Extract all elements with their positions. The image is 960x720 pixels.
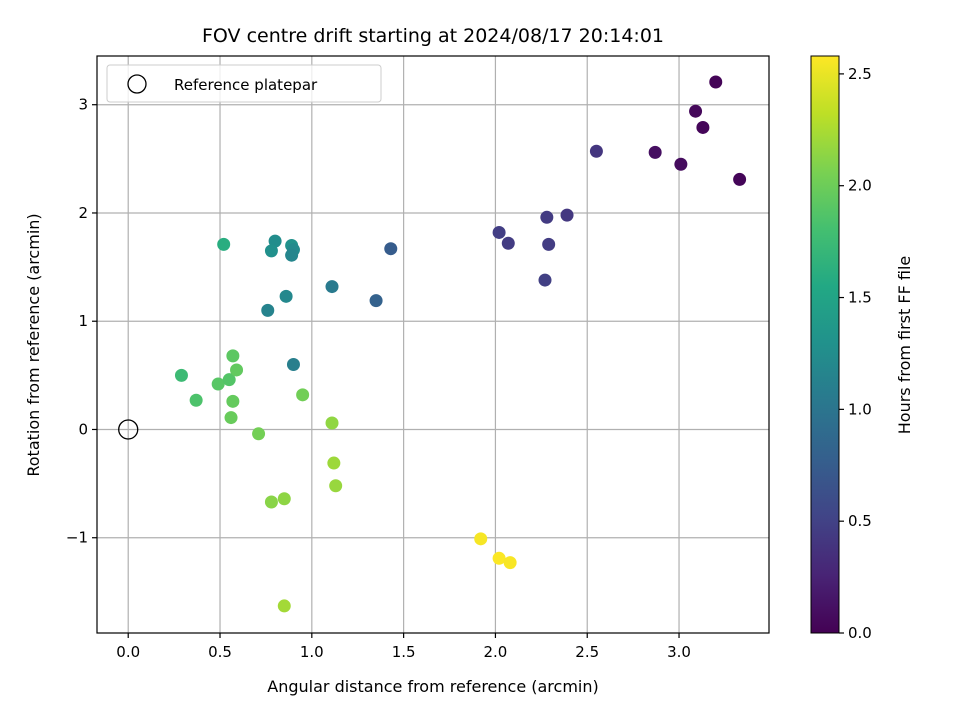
y-tick-label: 3 bbox=[78, 96, 88, 114]
data-point bbox=[211, 377, 225, 391]
data-point bbox=[252, 427, 266, 441]
data-point bbox=[222, 373, 236, 387]
colorbar-label: Hours from first FF file bbox=[895, 256, 914, 435]
data-point bbox=[327, 456, 341, 470]
data-point bbox=[189, 393, 203, 407]
data-point bbox=[733, 172, 747, 186]
data-point bbox=[540, 210, 554, 224]
colorbar-tick-label: 2.0 bbox=[848, 177, 872, 195]
data-point bbox=[224, 411, 238, 425]
legend: Reference platepar bbox=[106, 64, 382, 103]
data-point bbox=[369, 294, 383, 308]
y-tick-label: 0 bbox=[78, 420, 88, 438]
colorbar-tick-label: 1.5 bbox=[848, 289, 872, 307]
x-tick-label: 0.0 bbox=[116, 643, 140, 661]
y-tick-label: −1 bbox=[66, 529, 88, 547]
data-point bbox=[384, 242, 398, 256]
data-point bbox=[296, 388, 310, 402]
data-point bbox=[325, 280, 339, 294]
data-point bbox=[689, 104, 703, 118]
data-point bbox=[589, 144, 603, 158]
data-point bbox=[709, 75, 723, 89]
chart-title: FOV centre drift starting at 2024/08/17 … bbox=[202, 25, 664, 47]
colorbar-tick-label: 0.5 bbox=[848, 512, 872, 530]
x-tick-label: 1.0 bbox=[300, 643, 324, 661]
legend-reference-marker bbox=[127, 74, 147, 94]
colorbar: 0.0 0.5 1.0 1.5 2.0 2.5 Hours from first FF f… bbox=[810, 55, 914, 642]
data-point bbox=[501, 236, 515, 250]
data-point bbox=[279, 289, 293, 303]
data-point bbox=[325, 416, 339, 430]
colorbar-tick-label: 1.0 bbox=[848, 400, 872, 418]
legend-entry-reference: Reference platepar bbox=[174, 76, 318, 94]
data-point bbox=[277, 599, 291, 613]
colorbar-tick-label: 2.5 bbox=[848, 65, 872, 83]
data-point bbox=[286, 358, 300, 372]
data-point bbox=[264, 495, 278, 509]
x-tick-label: 2.0 bbox=[483, 643, 507, 661]
data-point bbox=[542, 237, 556, 251]
data-point bbox=[277, 492, 291, 506]
x-tick-label: 2.5 bbox=[575, 643, 599, 661]
data-point bbox=[329, 479, 343, 493]
data-point bbox=[264, 244, 278, 258]
data-point bbox=[538, 273, 552, 287]
x-axis-ticks: 0.0 0.5 1.0 1.5 2.0 2.5 3.0 bbox=[116, 633, 691, 661]
x-tick-label: 3.0 bbox=[667, 643, 691, 661]
plot-frame bbox=[96, 55, 770, 634]
x-tick-label: 0.5 bbox=[208, 643, 232, 661]
data-point bbox=[492, 551, 506, 565]
data-point bbox=[285, 248, 299, 262]
data-point bbox=[261, 303, 275, 317]
x-tick-label: 1.5 bbox=[392, 643, 416, 661]
data-point bbox=[696, 120, 710, 134]
data-point bbox=[674, 157, 688, 171]
y-tick-label: 1 bbox=[78, 312, 88, 330]
data-point bbox=[474, 532, 488, 546]
data-point bbox=[217, 237, 231, 251]
data-point bbox=[230, 363, 244, 377]
legend-box bbox=[106, 64, 382, 103]
y-axis-ticks: −1 0 1 2 3 bbox=[66, 96, 97, 547]
data-point bbox=[226, 394, 240, 408]
y-tick-label: 2 bbox=[78, 204, 88, 222]
reference-marker-group bbox=[118, 419, 139, 440]
data-point bbox=[174, 368, 188, 382]
x-axis-label: Angular distance from reference (arcmin) bbox=[267, 677, 598, 696]
reference-platepar-marker bbox=[118, 419, 139, 440]
data-point bbox=[560, 208, 574, 222]
data-point bbox=[226, 349, 240, 363]
data-point bbox=[268, 234, 282, 248]
data-points bbox=[174, 75, 747, 613]
y-axis-label: Rotation from reference (arcmin) bbox=[24, 213, 43, 476]
data-point bbox=[503, 556, 517, 570]
colorbar-tick-label: 0.0 bbox=[848, 624, 872, 642]
data-point bbox=[492, 225, 506, 239]
data-point bbox=[648, 145, 662, 159]
colorbar-ticks: 0.0 0.5 1.0 1.5 2.0 2.5 bbox=[839, 65, 872, 642]
grid-lines bbox=[97, 56, 769, 633]
colorbar-gradient bbox=[810, 55, 840, 634]
